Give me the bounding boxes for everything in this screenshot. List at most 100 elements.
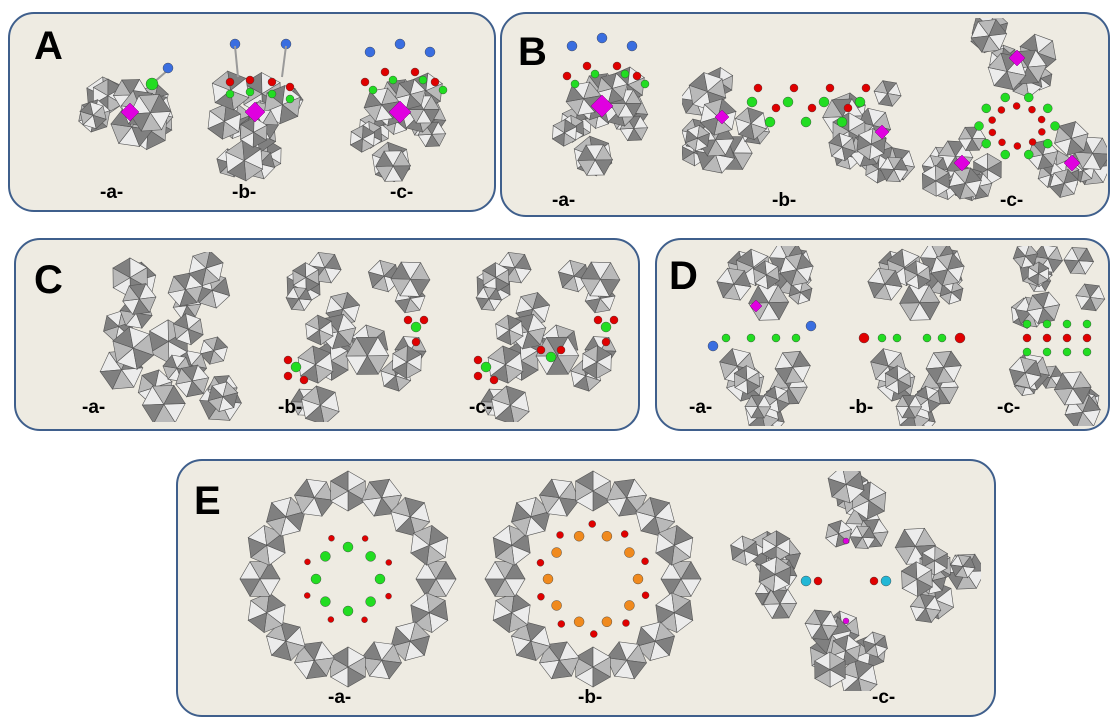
oxygen-atom: [300, 376, 308, 384]
metal-atom: [641, 80, 649, 88]
metal-atom: [291, 362, 301, 372]
sub-label-c: -c-: [872, 687, 895, 709]
oxygen-atom: [642, 592, 649, 599]
oxygen-atom: [594, 316, 602, 324]
panel-letter: A: [34, 24, 63, 69]
metal-atom: [855, 97, 865, 107]
metal-atom: [1023, 348, 1031, 356]
oxygen-atom: [790, 84, 798, 92]
metal-atom: [783, 97, 793, 107]
oxygen-atom: [613, 62, 621, 70]
sub-label-a: -a-: [100, 182, 123, 204]
oxygen-atom: [1038, 128, 1045, 135]
oxygen-atom: [1028, 106, 1035, 113]
oxygen-atom: [557, 346, 565, 354]
metal-atom: [1023, 320, 1031, 328]
oxygen-atom: [537, 559, 544, 566]
oxygen-atom: [328, 617, 334, 623]
sub-label-a: -a-: [82, 397, 105, 419]
metal-atom: [320, 551, 330, 561]
metal-atom: [602, 617, 612, 627]
oxygen-atom: [870, 577, 878, 585]
sub-label-b: -b-: [772, 190, 796, 212]
bond: [282, 46, 286, 77]
oxygen-atom: [1043, 334, 1051, 342]
structure-a-a: [60, 32, 190, 182]
structure-b-b: [682, 42, 922, 192]
metal-atom: [772, 334, 780, 342]
metal-atom: [552, 600, 562, 610]
oxygen-atom: [286, 83, 294, 91]
oxygen-atom: [1029, 139, 1036, 146]
structure-a-b: [190, 32, 320, 182]
metal-atom: [366, 551, 376, 561]
panel-b: B -a- -b- -c-: [500, 12, 1110, 217]
metal-atom: [982, 104, 991, 113]
panel-c: C -a- -b- -c-: [14, 238, 640, 431]
metal-atom: [938, 334, 946, 342]
oxygen-atom: [621, 531, 628, 538]
metal-atom: [375, 574, 385, 584]
nitrogen-atom: [365, 47, 375, 57]
metal-atom: [893, 334, 901, 342]
sub-label-c: -c-: [469, 397, 492, 419]
metal-atom: [546, 352, 556, 362]
oxygen-atom: [362, 617, 368, 623]
oxygen-atom: [754, 84, 762, 92]
oxygen-atom: [381, 68, 389, 76]
sub-label-c: -c-: [390, 182, 413, 204]
oxygen-atom: [989, 117, 996, 124]
metal-atom: [1001, 93, 1010, 102]
metal-atom: [602, 531, 612, 541]
oxygen-atom: [246, 76, 254, 84]
oxygen-atom: [772, 104, 780, 112]
metal-atom: [801, 576, 811, 586]
oxygen-atom: [404, 316, 412, 324]
sub-label-a: -a-: [689, 397, 712, 419]
oxygen-atom: [431, 78, 439, 86]
metal-atom: [881, 576, 891, 586]
panel-letter: E: [194, 479, 221, 524]
oxygen-atom: [589, 521, 596, 528]
oxygen-atom: [602, 338, 610, 346]
metal-atom: [982, 139, 991, 148]
bond: [235, 46, 238, 77]
metal-atom: [624, 548, 634, 558]
metal-atom: [343, 542, 353, 552]
oxygen-atom: [955, 333, 965, 343]
metal-atom: [226, 90, 234, 98]
metal-atom: [923, 334, 931, 342]
metal-atom: [574, 617, 584, 627]
metal-atom: [1043, 320, 1051, 328]
oxygen-atom: [1063, 334, 1071, 342]
oxygen-atom: [999, 139, 1006, 146]
oxygen-atom: [998, 106, 1005, 113]
metal-atom: [369, 86, 377, 94]
metal-atom: [601, 322, 611, 332]
metal-atom: [1083, 320, 1091, 328]
metal-atom: [286, 95, 294, 103]
sub-label-b: -b-: [578, 687, 602, 709]
nitrogen-atom: [708, 341, 718, 351]
sub-label-b: -b-: [849, 397, 873, 419]
heteroatom: [843, 618, 849, 624]
panel-letter: D: [669, 254, 698, 299]
oxygen-atom: [474, 356, 482, 364]
panel-a: A -a- -b- -c-: [8, 12, 496, 212]
metal-atom: [1063, 320, 1071, 328]
panel-d: D -a- -b- -c-: [655, 238, 1110, 431]
metal-atom: [571, 80, 579, 88]
metal-atom: [411, 322, 421, 332]
oxygen-atom: [1038, 116, 1045, 123]
oxygen-atom: [844, 104, 852, 112]
metal-atom: [320, 597, 330, 607]
metal-atom: [722, 334, 730, 342]
oxygen-atom: [642, 558, 649, 565]
metal-atom: [1063, 348, 1071, 356]
oxygen-atom: [1013, 103, 1020, 110]
metal-atom: [1043, 348, 1051, 356]
metal-atom: [1051, 122, 1060, 131]
sub-label-b: -b-: [278, 397, 302, 419]
oxygen-atom: [558, 620, 565, 627]
metal-atom: [1043, 139, 1052, 148]
